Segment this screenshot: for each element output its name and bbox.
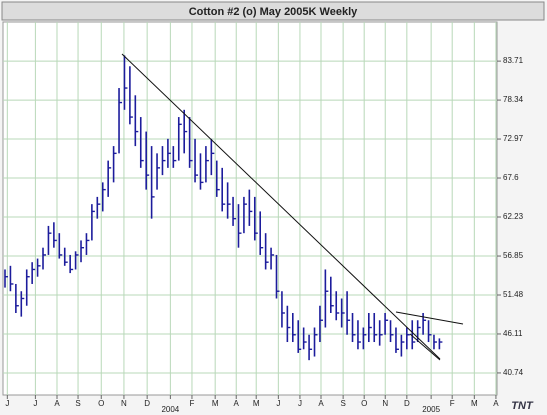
- x-tick-label: D: [404, 399, 410, 408]
- x-tick-label: M: [471, 399, 478, 408]
- trend-line: [409, 333, 441, 361]
- x-tick-label: A: [493, 399, 499, 408]
- chart-title: Cotton #2 (o) May 2005K Weekly: [189, 6, 358, 18]
- x-tick-label: D: [144, 399, 150, 408]
- x-tick-label: J: [298, 399, 302, 408]
- x-tick-label: S: [75, 399, 80, 408]
- trend-line: [121, 53, 441, 360]
- y-tick-label: 56.85: [503, 251, 524, 260]
- x-tick-label: S: [340, 399, 345, 408]
- y-tick-label: 46.11: [503, 329, 523, 338]
- x-tick-label: N: [121, 399, 127, 408]
- x-tick-label: M: [212, 399, 219, 408]
- x-tick-label: 2005: [422, 405, 440, 414]
- x-tick-label: N: [382, 399, 388, 408]
- x-tick-label: O: [361, 399, 367, 408]
- title-bar: [1, 1, 545, 21]
- x-tick-label: F: [190, 399, 195, 408]
- x-tick-label: F: [450, 399, 455, 408]
- bars: [4, 55, 443, 361]
- y-tick-label: 78.34: [503, 95, 524, 104]
- x-tick-label: J: [276, 399, 280, 408]
- y-tick-label: 67.6: [503, 173, 519, 182]
- x-tick-label: A: [54, 399, 60, 408]
- x-tick-label: J: [33, 399, 37, 408]
- y-tick-label: 83.71: [503, 56, 524, 65]
- logo: TNT: [511, 400, 534, 412]
- x-tick-label: A: [318, 399, 324, 408]
- y-tick-label: 72.97: [503, 134, 524, 143]
- y-tick-label: 62.23: [503, 212, 524, 221]
- y-tick-label: 40.74: [503, 368, 524, 377]
- x-tick-label: O: [98, 399, 104, 408]
- trend-line: [395, 311, 464, 325]
- x-tick-label: A: [234, 399, 240, 408]
- x-tick-label: 2004: [161, 405, 179, 414]
- x-tick-label: J: [5, 399, 9, 408]
- y-tick-label: 51.48: [503, 290, 524, 299]
- x-tick-label: M: [253, 399, 260, 408]
